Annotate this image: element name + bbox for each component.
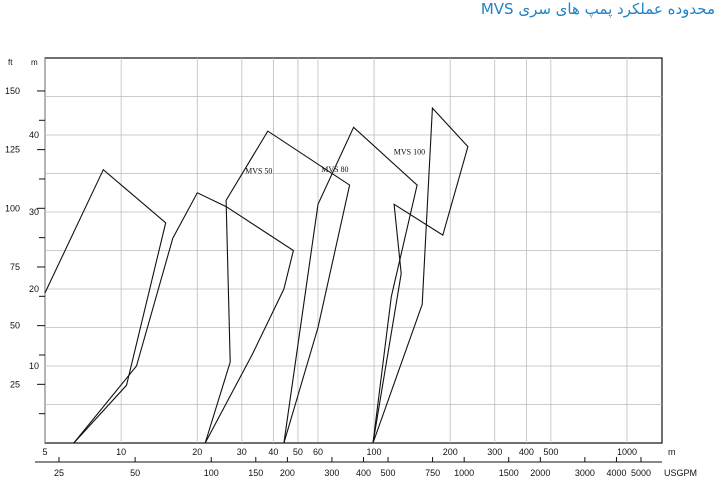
- x-unit-usgpm: USGPM: [664, 468, 697, 478]
- x-unit-m3h: m: [668, 447, 676, 457]
- series-outline-4: [283, 126, 418, 444]
- chart-title: محدوده عملکرد پمپ های سری MVS: [480, 0, 715, 18]
- x-tick-label-usgpm: 3000: [575, 468, 595, 478]
- y-tick-label-m: 30: [29, 207, 39, 217]
- y-tick-label-ft: 125: [5, 145, 20, 155]
- x-tick-label-usgpm: 1500: [499, 468, 519, 478]
- y-tick-label-m: 40: [29, 130, 39, 140]
- y-tick-label-m: 10: [29, 361, 39, 371]
- series-label-5: MVS 100: [394, 147, 425, 156]
- y-unit-m: m: [31, 58, 38, 67]
- x-tick-label-m3h: 400: [519, 447, 534, 457]
- x-tick-label-m3h: 500: [543, 447, 558, 457]
- x-tick-label-usgpm: 5000: [631, 468, 651, 478]
- x-tick-label-usgpm: 100: [204, 468, 219, 478]
- x-tick-label-usgpm: 2000: [530, 468, 550, 478]
- x-tick-label-m3h: 5: [42, 447, 47, 457]
- x-tick-label-m3h: 300: [487, 447, 502, 457]
- y-tick-label-m: 20: [29, 284, 39, 294]
- x-tick-label-m3h: 60: [313, 447, 323, 457]
- x-tick-label-m3h: 200: [443, 447, 458, 457]
- series-outline-3: [204, 130, 351, 444]
- y-tick-label-ft: 100: [5, 203, 20, 213]
- x-tick-label-m3h: 30: [237, 447, 247, 457]
- series-outline-1: [44, 168, 167, 444]
- x-tick-label-m3h: 20: [192, 447, 202, 457]
- x-tick-label-usgpm: 1000: [454, 468, 474, 478]
- x-tick-label-usgpm: 750: [425, 468, 440, 478]
- series-label-3: MVS 50: [245, 167, 272, 176]
- x-tick-label-usgpm: 200: [280, 468, 295, 478]
- x-tick-label-m3h: 40: [268, 447, 278, 457]
- x-tick-label-usgpm: 150: [248, 468, 263, 478]
- series-label-4: MVS 80: [321, 165, 348, 174]
- x-tick-label-m3h: 50: [293, 447, 303, 457]
- y-tick-label-ft: 150: [5, 86, 20, 96]
- x-tick-label-usgpm: 500: [381, 468, 396, 478]
- x-tick-label-usgpm: 400: [356, 468, 371, 478]
- x-tick-label-usgpm: 300: [324, 468, 339, 478]
- y-unit-ft: ft: [8, 58, 13, 67]
- series-outline-2: [73, 192, 295, 444]
- x-tick-label-m3h: 10: [116, 447, 126, 457]
- x-tick-label-usgpm: 4000: [606, 468, 626, 478]
- y-tick-label-ft: 25: [10, 379, 20, 389]
- y-tick-label-ft: 50: [10, 321, 20, 331]
- x-tick-label-usgpm: 25: [54, 468, 64, 478]
- x-tick-label-m3h: 1000: [617, 447, 637, 457]
- y-tick-label-ft: 75: [10, 262, 20, 272]
- x-tick-label-usgpm: 50: [130, 468, 140, 478]
- x-tick-label-m3h: 100: [367, 447, 382, 457]
- series-outline-5: [372, 106, 469, 444]
